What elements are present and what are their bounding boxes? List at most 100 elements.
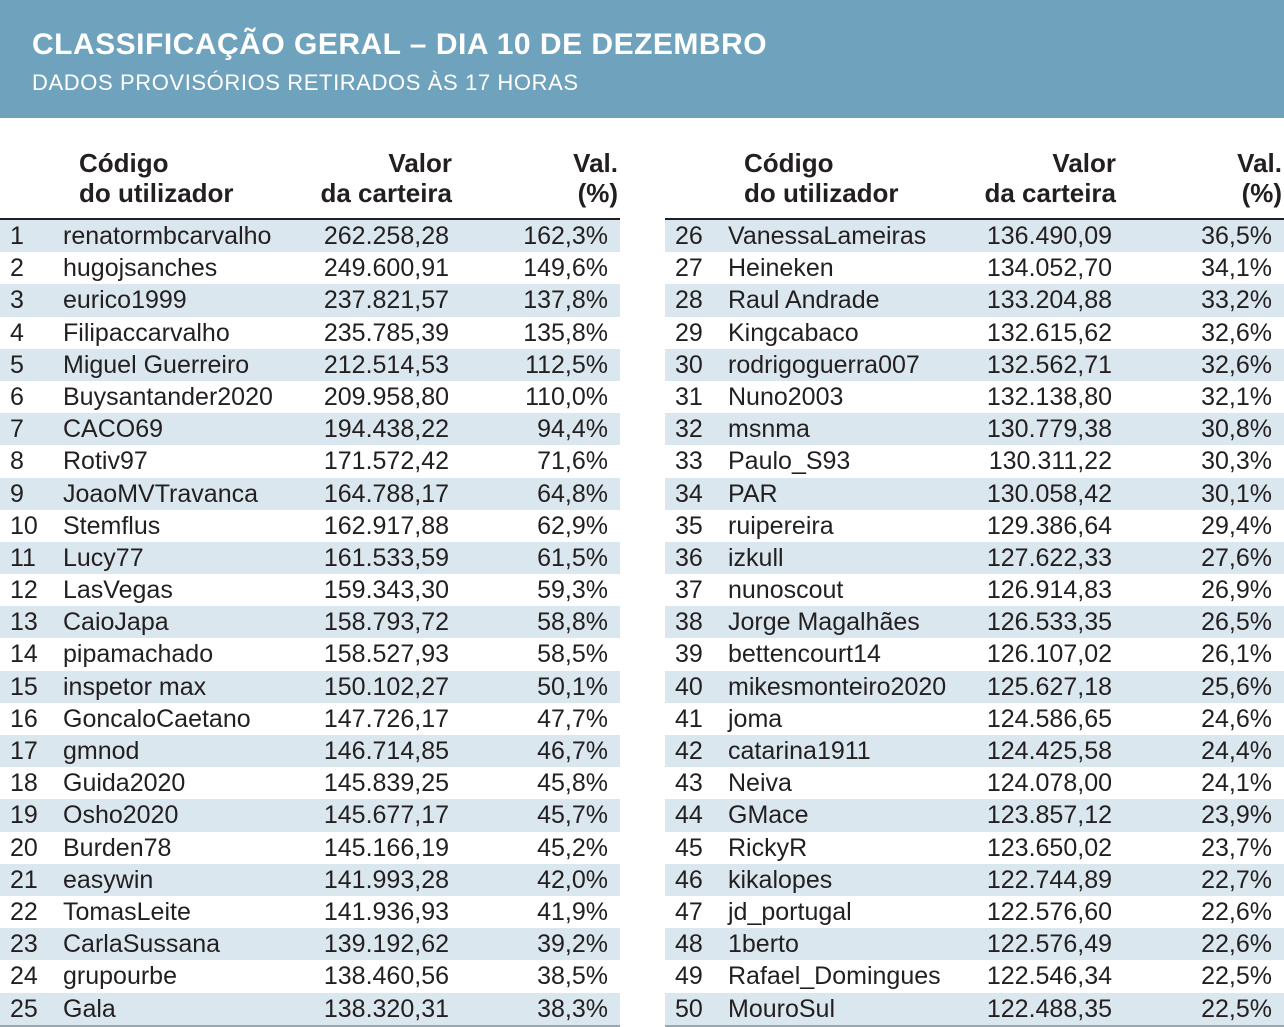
pct-cell: 24,6% — [1201, 704, 1272, 733]
user-cell: JoaoMVTravanca — [63, 479, 258, 508]
user-cell: nunoscout — [728, 576, 844, 605]
table-row: 10 Stemflus 162.917,88 62,9% — [0, 510, 620, 542]
table-row: 8 Rotiv97 171.572,42 71,6% — [0, 445, 620, 477]
value-cell: 147.726,17 — [323, 704, 449, 733]
pct-cell: 59,3% — [537, 576, 608, 605]
user-cell: joma — [728, 704, 783, 733]
value-cell: 136.490,09 — [986, 222, 1112, 250]
rank-cell: 26 — [675, 222, 703, 250]
table-row: 6 Buysantander2020 209.958,80 110,0% — [0, 381, 620, 413]
rank-cell: 1 — [10, 222, 24, 250]
rank-cell: 44 — [675, 801, 703, 830]
user-cell: catarina1911 — [728, 737, 871, 765]
value-cell: 122.576,60 — [986, 897, 1112, 926]
pct-cell: 42,0% — [537, 865, 608, 894]
user-cell: 1berto — [728, 930, 799, 959]
rank-cell: 17 — [10, 737, 38, 765]
table-row: 34 PAR 130.058,42 30,1% — [665, 477, 1284, 510]
rank-cell: 32 — [675, 415, 703, 444]
pct-cell: 45,2% — [537, 833, 608, 862]
user-cell: RickyR — [728, 833, 808, 862]
value-cell: 133.204,88 — [986, 286, 1112, 315]
user-cell: GoncaloCaetano — [63, 704, 251, 733]
rank-cell: 5 — [10, 350, 24, 379]
table-row: 43 Neiva 124.078,00 24,1% — [665, 767, 1284, 799]
table-row: 7 CACO69 194.438,22 94,4% — [0, 413, 620, 446]
pct-cell: 58,5% — [537, 640, 608, 669]
table-row: 4 Filipaccarvalho 235.785,39 135,8% — [0, 317, 620, 349]
pct-cell: 61,5% — [537, 543, 608, 572]
table-row: 27 Heineken 134.052,70 34,1% — [665, 252, 1284, 284]
user-cell: VanessaLameiras — [728, 222, 927, 250]
user-cell: inspetor max — [63, 672, 207, 701]
table-row: 44 GMace 123.857,12 23,9% — [665, 799, 1284, 832]
value-cell: 249.600,91 — [323, 254, 449, 283]
pct-cell: 36,5% — [1201, 222, 1272, 250]
user-cell: mikesmonteiro2020 — [728, 672, 947, 701]
value-cell: 194.438,22 — [323, 415, 449, 444]
pct-cell: 149,6% — [523, 254, 608, 283]
rank-cell: 12 — [10, 576, 38, 605]
table-row: 5 Miguel Guerreiro 212.514,53 112,5% — [0, 348, 620, 381]
table-row: 15 inspetor max 150.102,27 50,1% — [0, 670, 620, 703]
pct-cell: 112,5% — [525, 350, 608, 379]
table-row: 23 CarlaSussana 139.192,62 39,2% — [0, 928, 620, 961]
table-row: 40 mikesmonteiro2020 125.627,18 25,6% — [665, 670, 1284, 703]
table-row: 2 hugojsanches 249.600,91 149,6% — [0, 252, 620, 284]
value-cell: 122.546,34 — [986, 962, 1112, 991]
rank-cell: 42 — [675, 737, 703, 765]
value-cell: 122.576,49 — [986, 930, 1112, 959]
value-cell: 124.425,58 — [986, 737, 1112, 765]
table-row: 1 renatormbcarvalho 262.258,28 162,3% — [0, 220, 620, 253]
rank-cell: 16 — [10, 704, 38, 733]
rank-cell: 39 — [675, 640, 703, 669]
value-cell: 145.839,25 — [323, 769, 449, 798]
value-cell: 235.785,39 — [323, 318, 449, 347]
table-row: 14 pipamachado 158.527,93 58,5% — [0, 638, 620, 670]
pct-cell: 30,8% — [1201, 415, 1272, 444]
rank-cell: 38 — [675, 608, 703, 637]
user-cell: Neiva — [728, 769, 792, 798]
table-row: 11 Lucy77 161.533,59 61,5% — [0, 541, 620, 575]
value-cell: 134.052,70 — [986, 254, 1112, 283]
value-cell: 126.914,83 — [986, 576, 1112, 605]
pct-cell: 32,6% — [1201, 318, 1272, 347]
table-row: 9 JoaoMVTravanca 164.788,17 64,8% — [0, 477, 620, 510]
table-row: 38 Jorge Magalhães 126.533,35 26,5% — [665, 606, 1284, 639]
value-cell: 122.488,35 — [986, 994, 1112, 1023]
pct-cell: 29,4% — [1201, 511, 1272, 540]
pct-cell: 22,6% — [1201, 930, 1272, 959]
table-row: 47 jd_portugal 122.576,60 22,6% — [665, 896, 1284, 928]
user-cell: GMace — [728, 801, 809, 830]
table-row: 46 kikalopes 122.744,89 22,7% — [665, 863, 1284, 896]
pct-cell: 22,6% — [1201, 897, 1272, 926]
value-cell: 145.677,17 — [323, 801, 449, 830]
pct-cell: 46,7% — [537, 737, 608, 765]
rank-cell: 35 — [675, 511, 703, 540]
rank-cell: 2 — [10, 254, 24, 283]
value-cell: 138.460,56 — [323, 962, 449, 991]
user-cell: pipamachado — [63, 640, 214, 669]
value-cell: 141.993,28 — [323, 865, 449, 894]
column-header-pct: Val. (%) — [1237, 148, 1282, 208]
value-cell: 129.386,64 — [986, 511, 1112, 540]
rank-cell: 45 — [675, 833, 703, 862]
pct-cell: 38,5% — [537, 962, 608, 991]
table-row: 45 RickyR 123.650,02 23,7% — [665, 832, 1284, 864]
pct-cell: 162,3% — [523, 222, 608, 250]
table-row: 42 catarina1911 124.425,58 24,4% — [665, 735, 1284, 768]
user-cell: Paulo_S93 — [728, 447, 851, 476]
rank-cell: 19 — [10, 801, 38, 830]
rank-cell: 13 — [10, 608, 38, 637]
user-cell: Jorge Magalhães — [728, 608, 920, 637]
user-cell: MouroSul — [728, 994, 835, 1023]
user-cell: Rafael_Domingues — [728, 962, 941, 991]
pct-cell: 33,2% — [1201, 286, 1272, 315]
value-cell: 132.138,80 — [986, 382, 1112, 411]
pct-cell: 137,8% — [523, 286, 608, 315]
pct-cell: 50,1% — [537, 672, 608, 701]
table-row: 25 Gala 138.320,31 38,3% — [0, 992, 620, 1025]
value-cell: 209.958,80 — [323, 382, 449, 411]
user-cell: Buysantander2020 — [63, 382, 273, 411]
value-cell: 123.857,12 — [986, 801, 1112, 830]
